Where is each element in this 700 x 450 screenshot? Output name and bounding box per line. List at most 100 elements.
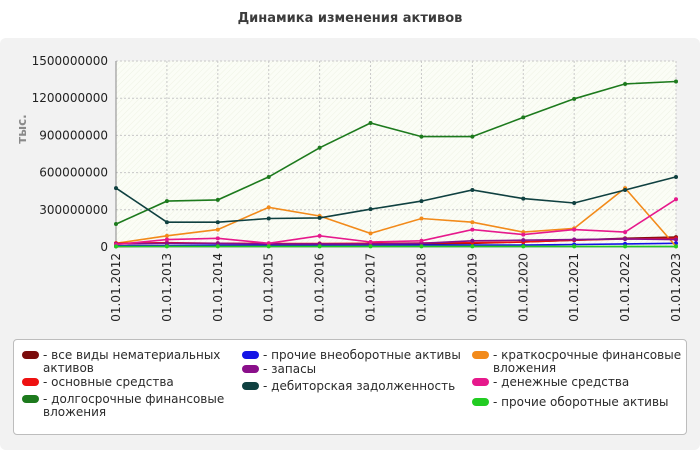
legend-label: - краткосрочные финансовые вложения	[493, 348, 682, 375]
chart-title: Динамика изменения активов	[237, 11, 463, 26]
data-point	[266, 174, 271, 179]
legend-item: - запасы	[242, 363, 472, 376]
y-tick-label: 1200000000	[32, 91, 108, 105]
legend-item: - денежные средства	[472, 376, 682, 389]
legend-item: - краткосрочные финансовые вложения	[472, 349, 682, 375]
legend-label: - все виды нематериальных активов	[43, 348, 221, 375]
data-point	[164, 241, 169, 246]
data-point	[368, 207, 373, 212]
x-tick-label: 01.01.2014	[211, 253, 225, 322]
data-point	[317, 215, 322, 220]
data-point	[368, 240, 373, 245]
data-point	[368, 121, 373, 125]
legend-swatch	[242, 365, 259, 373]
data-point	[674, 244, 678, 249]
legend-label: - основные средства	[43, 375, 174, 389]
data-point	[470, 187, 475, 192]
data-point	[521, 238, 526, 243]
y-tick-label: 0	[100, 240, 108, 254]
legend-label: - прочие внеоборотные активы	[263, 348, 461, 362]
legend-label: - прочие оборотные активы	[493, 395, 669, 409]
data-point	[266, 244, 271, 249]
data-point	[572, 227, 577, 232]
legend-swatch	[242, 351, 259, 359]
series-line	[115, 176, 677, 223]
x-tick-label: 01.01.2019	[465, 253, 479, 322]
data-point	[419, 134, 424, 139]
data-point	[215, 236, 220, 241]
series-line	[115, 242, 677, 247]
legend-swatch	[472, 351, 489, 359]
data-point	[317, 145, 322, 150]
legend-label: - денежные средства	[493, 375, 630, 389]
legend-swatch	[472, 398, 489, 406]
legend-item: - прочие оборотные активы	[472, 396, 682, 409]
data-point	[215, 227, 220, 232]
data-point	[470, 220, 475, 225]
data-point	[623, 230, 628, 235]
data-point	[470, 227, 475, 232]
series-line	[115, 238, 677, 245]
legend-swatch	[22, 395, 39, 403]
data-point	[215, 197, 220, 202]
data-point	[521, 196, 526, 201]
data-point	[114, 222, 118, 227]
legend-label: - долгосрочные финансовые вложения	[43, 392, 225, 419]
data-point	[164, 233, 169, 238]
data-point	[419, 216, 424, 221]
series-line	[115, 80, 677, 225]
data-point	[674, 237, 678, 242]
legend-swatch	[22, 351, 39, 359]
data-point	[623, 236, 628, 241]
data-point	[317, 233, 322, 238]
y-tick-label: 900000000	[39, 128, 108, 142]
legend-label: - дебиторская задолженность	[263, 379, 456, 393]
data-point	[470, 238, 475, 243]
legend-item: - дебиторская задолженность	[242, 380, 472, 393]
data-point	[164, 244, 169, 249]
legend-swatch	[242, 382, 259, 390]
data-point	[572, 96, 577, 101]
data-point	[674, 79, 678, 84]
legend-swatch	[22, 378, 39, 386]
legend-item: - прочие внеоборотные активы	[242, 349, 472, 362]
data-point	[674, 197, 678, 202]
data-point	[470, 244, 475, 249]
data-point	[215, 241, 220, 246]
data-point	[164, 237, 169, 242]
data-point	[572, 200, 577, 205]
data-point	[623, 244, 628, 249]
data-point	[266, 241, 271, 246]
legend-swatch	[472, 378, 489, 386]
legend-item: - основные средства	[22, 376, 228, 389]
x-tick-label: 01.01.2017	[364, 253, 378, 322]
data-point	[572, 237, 577, 242]
series-line	[115, 198, 677, 246]
data-point	[164, 199, 169, 204]
data-point	[572, 244, 577, 249]
legend: - все виды нематериальных активов - осно…	[13, 339, 687, 435]
x-tick-label: 01.01.2012	[109, 253, 123, 322]
data-point	[215, 244, 220, 249]
data-point	[317, 244, 322, 249]
data-point	[419, 238, 424, 243]
data-point	[623, 187, 628, 192]
x-tick-label: 01.01.2023	[669, 253, 683, 322]
data-point	[368, 244, 373, 249]
data-point	[266, 205, 271, 210]
data-point	[215, 220, 220, 225]
data-point	[419, 244, 424, 249]
legend-item: - все виды нематериальных активов	[22, 349, 228, 375]
data-point	[419, 199, 424, 204]
data-point	[521, 244, 526, 249]
data-point	[521, 232, 526, 237]
legend-label: - запасы	[263, 362, 317, 376]
x-tick-label: 01.01.2015	[262, 253, 276, 322]
y-tick-label: 1500000000	[32, 54, 108, 68]
data-point	[368, 231, 373, 236]
data-point	[674, 174, 678, 179]
data-point	[114, 186, 118, 191]
y-axis-title: тыс.	[15, 114, 29, 143]
data-point	[164, 220, 169, 225]
